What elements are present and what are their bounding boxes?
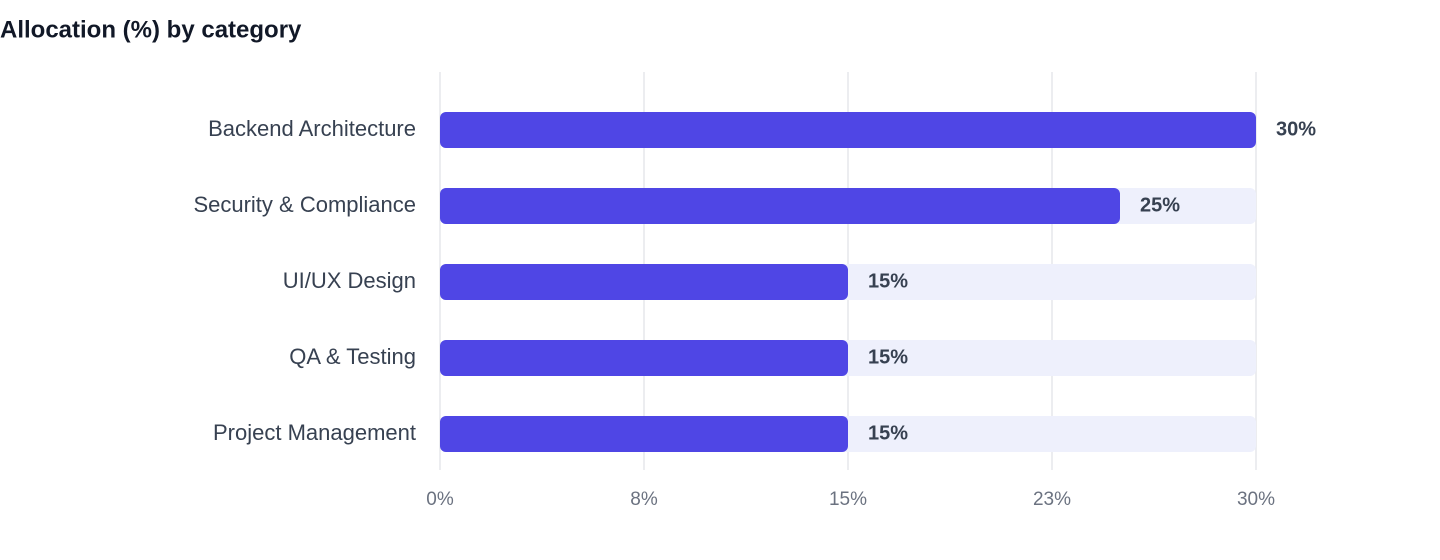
value-label: 15%	[868, 422, 908, 444]
y-tick-label: QA & Testing	[289, 344, 416, 369]
y-tick-label: UI/UX Design	[283, 268, 416, 293]
bar	[440, 112, 1256, 148]
y-tick-label: Project Management	[213, 420, 416, 445]
x-tick-label: 23%	[1033, 489, 1071, 510]
y-tick-label: Backend Architecture	[208, 116, 416, 141]
bar	[440, 416, 848, 452]
value-label: 30%	[1276, 118, 1316, 140]
x-tick-label: 8%	[630, 489, 658, 510]
x-tick-label: 15%	[829, 489, 867, 510]
bar	[440, 264, 848, 300]
value-label: 15%	[868, 346, 908, 368]
x-tick-label: 30%	[1237, 489, 1275, 510]
y-tick-label: Security & Compliance	[193, 192, 416, 217]
bar	[440, 340, 848, 376]
value-label: 25%	[1140, 194, 1180, 216]
chart-title: Allocation (%) by category	[0, 16, 302, 43]
value-label: 15%	[868, 270, 908, 292]
x-tick-label: 0%	[426, 489, 454, 510]
bar	[440, 188, 1120, 224]
